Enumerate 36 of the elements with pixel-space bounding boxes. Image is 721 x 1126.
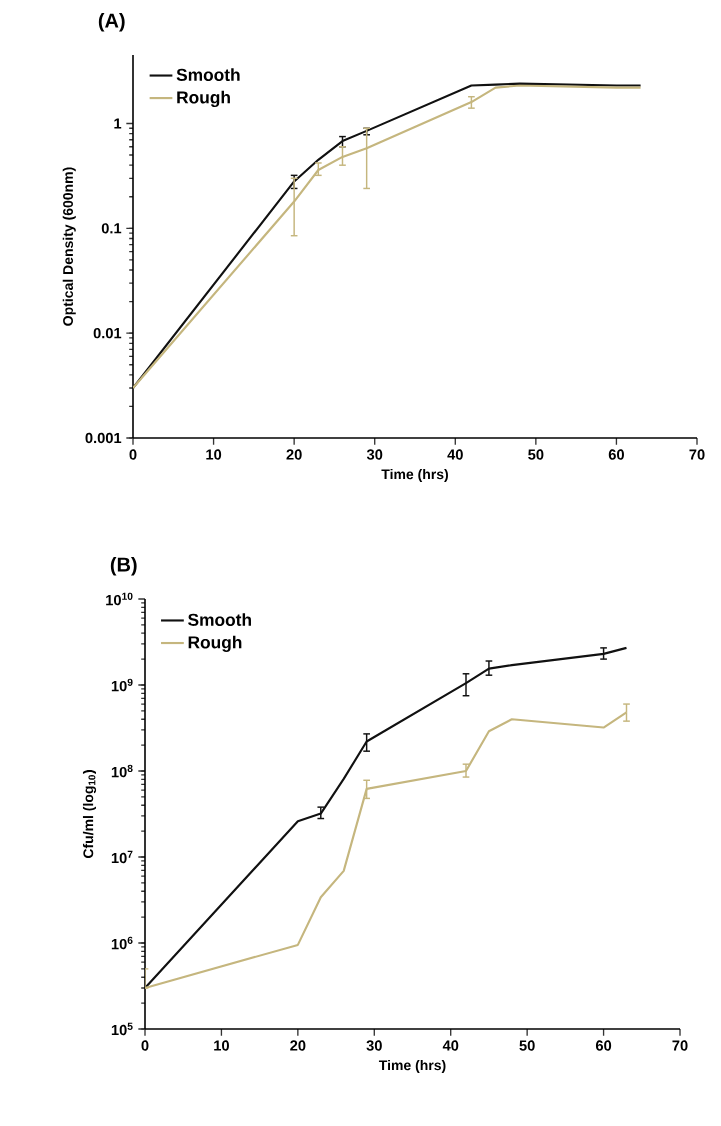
- y-tick-label: 10$^{9}$: [111, 678, 133, 692]
- legend-label: Smooth: [176, 68, 240, 81]
- x-tick-label: 20: [286, 449, 302, 460]
- y-axis-title: Optical Density (600nm): [62, 167, 76, 326]
- x-tick-label: 10: [214, 1040, 229, 1051]
- x-tick-label: 70: [672, 1040, 688, 1051]
- x-tick-label: 30: [366, 1040, 382, 1051]
- y-tick-label: 10$^{10}$: [106, 592, 133, 606]
- x-tick-label: 40: [442, 1040, 459, 1051]
- y-tick-label: 10$^{5}$: [111, 1022, 133, 1036]
- x-tick-label: 70: [689, 449, 705, 460]
- x-tick-label: 60: [608, 449, 624, 460]
- x-tick-label: 0: [129, 449, 137, 460]
- y-tick-label: 10$^{6}$: [111, 936, 133, 950]
- y-tick-label: 0.001: [85, 432, 122, 444]
- y-tick-label: 0.01: [93, 327, 122, 339]
- x-tick-label: 50: [519, 1040, 535, 1051]
- y-tick-label: 10$^{8}$: [111, 764, 133, 778]
- y-tick-label: 10$^{7}$: [111, 850, 133, 864]
- legend-label: Smooth: [188, 613, 251, 626]
- x-tick-label: 10: [206, 449, 222, 460]
- chart-title: (B): [110, 556, 137, 576]
- y-tick-label: 0.1: [101, 223, 122, 234]
- legend-label: Rough: [177, 90, 230, 108]
- x-tick-label: 50: [528, 449, 544, 460]
- x-tick-label: 30: [366, 449, 383, 460]
- chart-title: (A): [98, 12, 125, 32]
- y-tick-label: 1: [114, 118, 122, 129]
- x-tick-label: 60: [595, 1040, 612, 1051]
- x-axis-title: Time (hrs): [378, 1059, 446, 1073]
- x-tick-label: 40: [447, 449, 463, 460]
- x-tick-label: 20: [290, 1040, 306, 1051]
- x-tick-label: 0: [141, 1040, 149, 1051]
- legend-label: Rough: [188, 635, 242, 652]
- y-axis-title: Cfu/ml (log$_{10}$): [82, 770, 97, 859]
- x-axis-title: Time (hrs): [381, 468, 448, 482]
